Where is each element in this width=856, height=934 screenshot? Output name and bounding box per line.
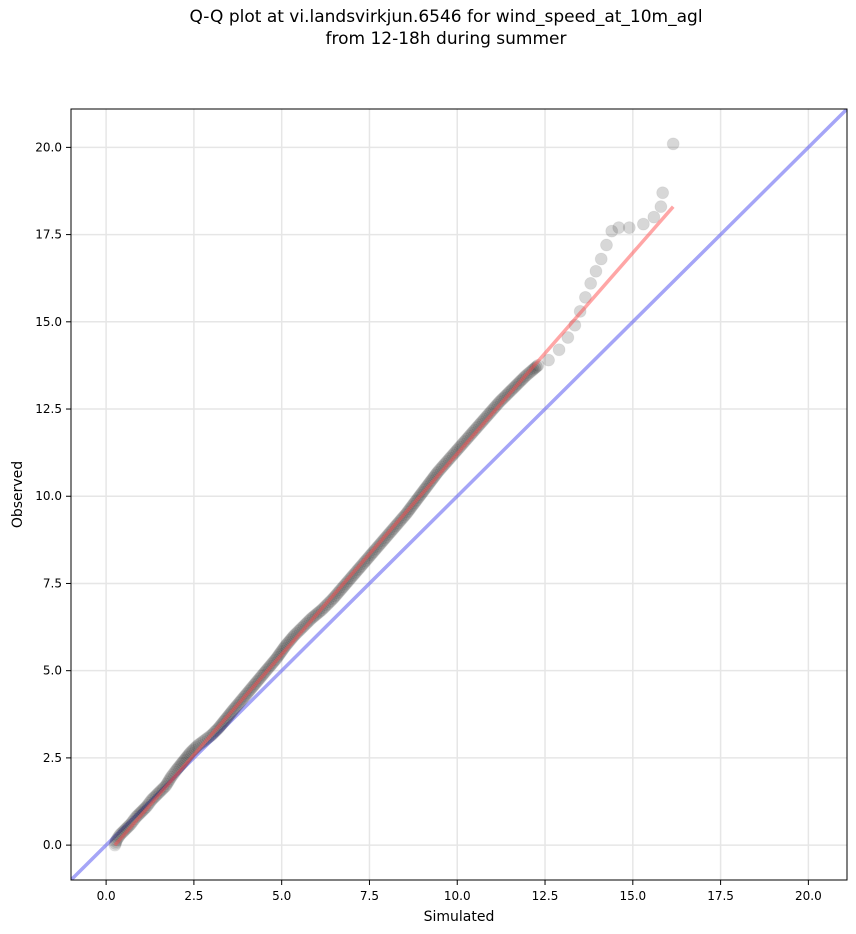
quantile-point	[145, 793, 159, 807]
y-tick-label: 20.0	[35, 140, 62, 154]
x-tick-label: 7.5	[360, 889, 379, 903]
x-tick-label: 0.0	[97, 889, 116, 903]
quantile-point	[589, 264, 603, 278]
quantile-point	[110, 833, 124, 847]
quantile-point	[296, 620, 310, 634]
quantile-point	[121, 820, 135, 834]
quantile-point	[542, 353, 556, 367]
y-tick-label: 17.5	[35, 228, 62, 242]
x-tick-label: 17.5	[707, 889, 734, 903]
fit-line	[113, 205, 675, 847]
quantile-point	[605, 224, 619, 238]
x-tick-label: 10.0	[444, 889, 471, 903]
quantile-point	[654, 200, 668, 214]
quantile-point	[578, 290, 592, 304]
y-tick-label: 10.0	[35, 489, 62, 503]
y-axis-label: Observed	[10, 461, 26, 528]
y-tick-label: 0.0	[43, 838, 62, 852]
chart-title: Q-Q plot at vi.landsvirkjun.6546 for win…	[189, 7, 703, 49]
x-tick-label: 15.0	[619, 889, 646, 903]
plot-frame	[70, 108, 848, 881]
quantile-point	[133, 806, 147, 820]
y-tick-label: 15.0	[35, 315, 62, 329]
quantile-point	[622, 221, 636, 235]
quantile-point	[599, 238, 613, 252]
quantile-point	[552, 343, 566, 357]
quantile-point	[594, 252, 608, 266]
x-tick-label: 20.0	[795, 889, 822, 903]
x-tick-label: 2.5	[184, 889, 203, 903]
y-tick-label: 7.5	[43, 576, 62, 590]
quantile-point	[163, 772, 177, 786]
x-tick-label: 12.5	[532, 889, 559, 903]
quantile-point	[528, 361, 542, 375]
y-tick-label: 2.5	[43, 751, 62, 765]
quantile-point	[126, 814, 140, 828]
y-tick-label: 5.0	[43, 664, 62, 678]
x-tick-label: 5.0	[272, 889, 291, 903]
quantile-point	[494, 394, 508, 408]
quantile-point	[666, 137, 680, 151]
quantile-point	[427, 469, 441, 483]
quantile-point	[584, 276, 598, 290]
quantile-point	[647, 210, 661, 224]
quantile-point	[561, 331, 575, 345]
y-tick-label: 12.5	[35, 402, 62, 416]
quantile-point	[636, 217, 650, 231]
quantile-point	[656, 186, 670, 200]
identity-line	[71, 109, 847, 880]
x-axis-label: Simulated	[424, 909, 495, 925]
quantile-point	[125, 815, 139, 829]
quantile-point	[275, 644, 289, 658]
quantile-point	[612, 221, 626, 235]
